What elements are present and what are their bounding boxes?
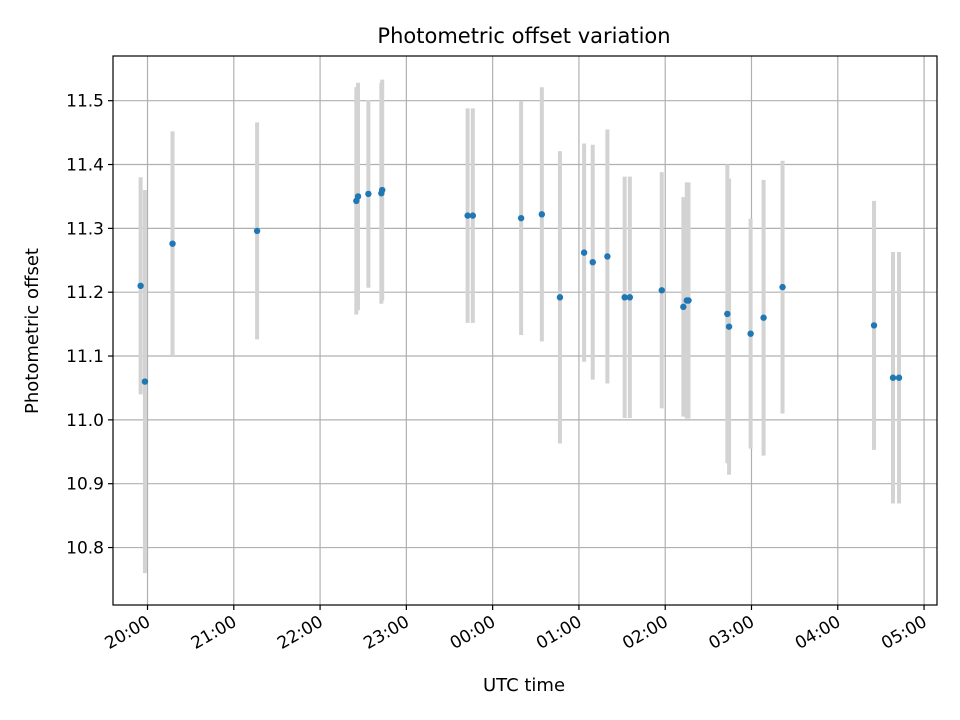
y-tick-label: 10.9: [66, 475, 104, 495]
x-tick-label: 22:00: [274, 612, 326, 654]
error-bars: [138, 79, 902, 574]
data-point: [589, 258, 596, 266]
y-tick-label: 11.3: [66, 219, 104, 239]
data-point: [658, 287, 665, 294]
data-point: [379, 186, 386, 194]
x-tick-label: 04:00: [792, 612, 844, 654]
x-tick-label: 00:00: [447, 612, 499, 654]
x-tick-label: 21:00: [188, 612, 240, 654]
y-tick-label: 11.1: [66, 347, 104, 367]
x-tick-label: 01:00: [533, 612, 585, 654]
data-point: [889, 374, 897, 381]
data-point: [556, 294, 564, 301]
data-point: [685, 297, 692, 304]
y-tick-label: 11.2: [66, 283, 104, 303]
data-point: [747, 330, 754, 337]
data-point: [621, 294, 628, 301]
data-point: [253, 227, 261, 235]
chart-title: Photometric offset variation: [377, 24, 670, 48]
data-point: [760, 314, 767, 321]
data-point: [895, 374, 903, 381]
x-axis-label: UTC time: [483, 675, 565, 696]
data-point: [464, 212, 471, 219]
y-axis-label: Photometric offset: [22, 248, 43, 414]
y-tick-label: 11.4: [66, 156, 104, 176]
data-point: [725, 323, 733, 330]
data-point: [141, 378, 149, 385]
plot-frame: [112, 55, 938, 606]
y-tick-label: 10.8: [66, 539, 104, 559]
data-points: [137, 186, 903, 385]
grid-lines: [113, 56, 937, 605]
y-tick-label: 11.0: [66, 411, 104, 431]
data-point: [469, 212, 476, 219]
x-tick-label: 05:00: [878, 612, 930, 654]
y-axis-ticks: 10.8 10.9 11.0 11.1 11.2 11.3 11.4 11.5: [66, 92, 113, 559]
data-point: [724, 310, 731, 318]
x-tick-label: 20:00: [102, 612, 154, 654]
x-tick-label: 03:00: [706, 612, 758, 654]
data-point: [779, 283, 786, 291]
data-point: [626, 294, 634, 301]
data-point: [680, 303, 687, 311]
x-tick-label: 23:00: [360, 612, 412, 654]
x-tick-label: 02:00: [619, 612, 671, 654]
data-point: [354, 193, 362, 200]
data-point: [137, 282, 144, 290]
data-point: [169, 240, 176, 247]
data-point: [604, 253, 611, 260]
data-point: [580, 249, 588, 256]
data-point: [517, 214, 525, 222]
data-point: [538, 211, 546, 218]
x-axis-ticks: 20:00 21:00 22:00 23:00 00:00 01:00 02:00 03:00…: [102, 605, 931, 654]
data-point: [870, 322, 878, 329]
y-tick-label: 11.5: [66, 92, 104, 112]
data-point: [365, 190, 372, 198]
